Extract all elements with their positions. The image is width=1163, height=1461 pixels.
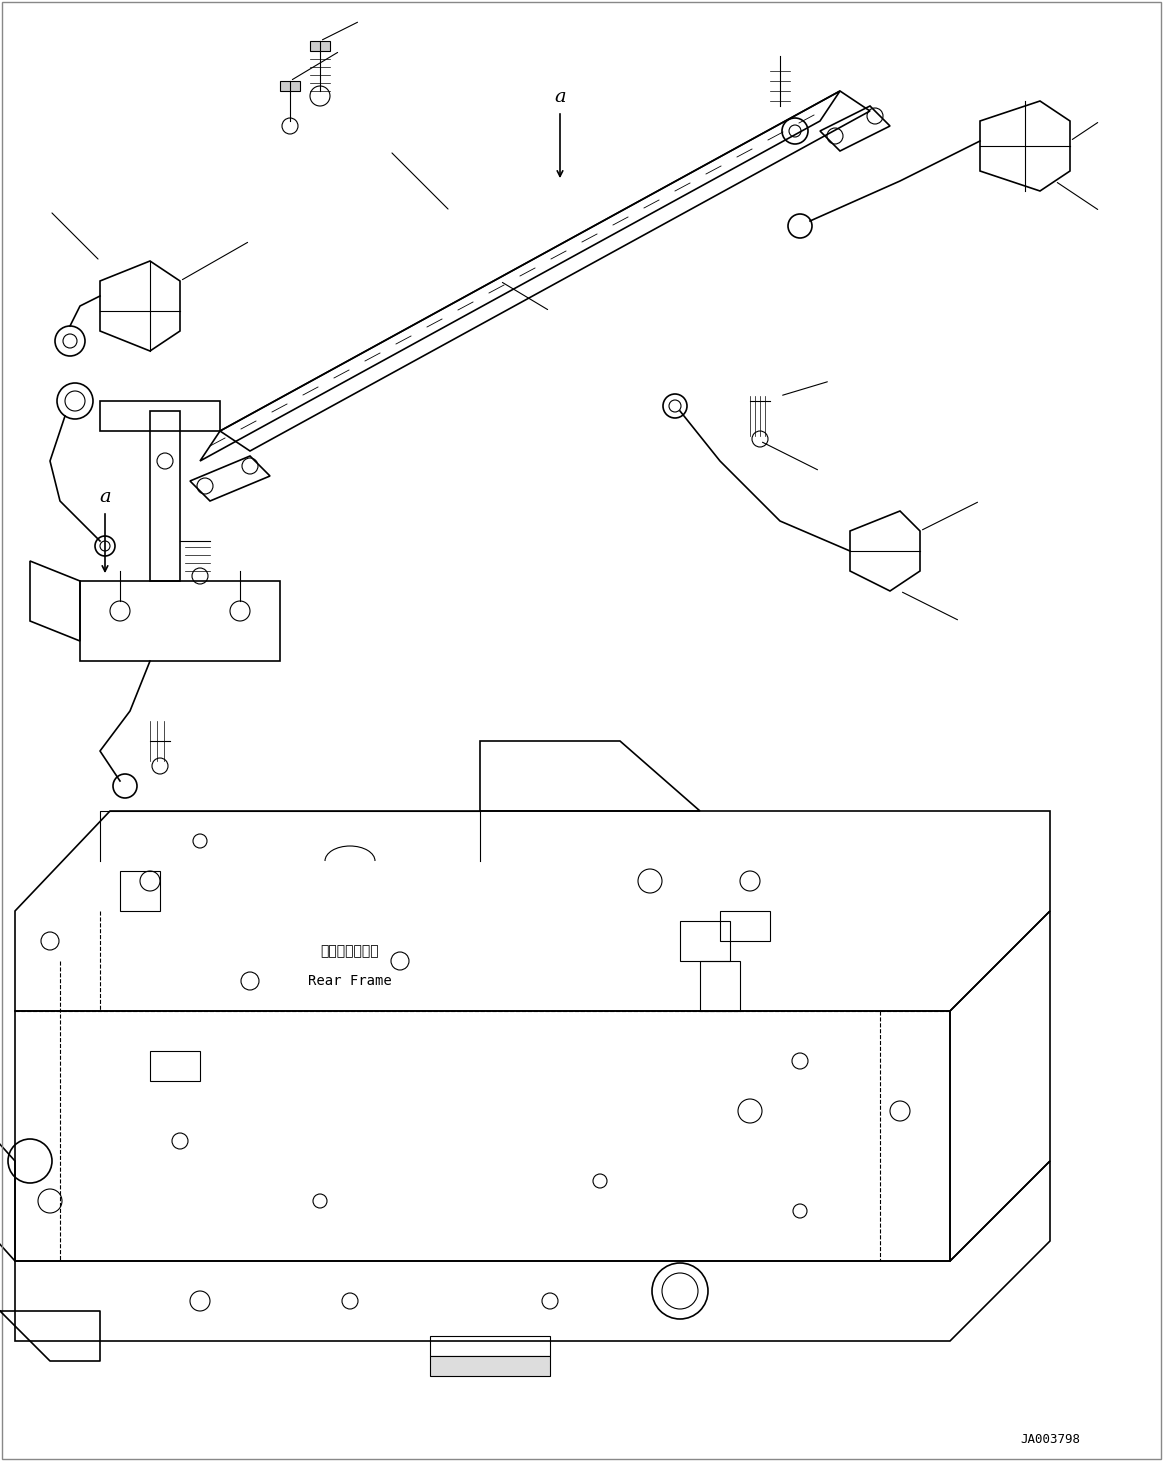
Text: リヤーフレーム: リヤーフレーム (321, 944, 379, 958)
Polygon shape (311, 41, 330, 51)
Bar (700, 961, 740, 1011)
Bar (680, 920, 730, 961)
Text: Rear Frame: Rear Frame (308, 974, 392, 988)
Bar (430, 1356, 550, 1376)
Polygon shape (280, 80, 300, 91)
Text: a: a (555, 88, 566, 107)
Text: a: a (99, 488, 110, 506)
Text: JA003798: JA003798 (1020, 1433, 1080, 1446)
Bar (120, 871, 160, 912)
Bar (720, 912, 770, 941)
Bar (430, 1335, 550, 1356)
Bar (150, 1050, 200, 1081)
